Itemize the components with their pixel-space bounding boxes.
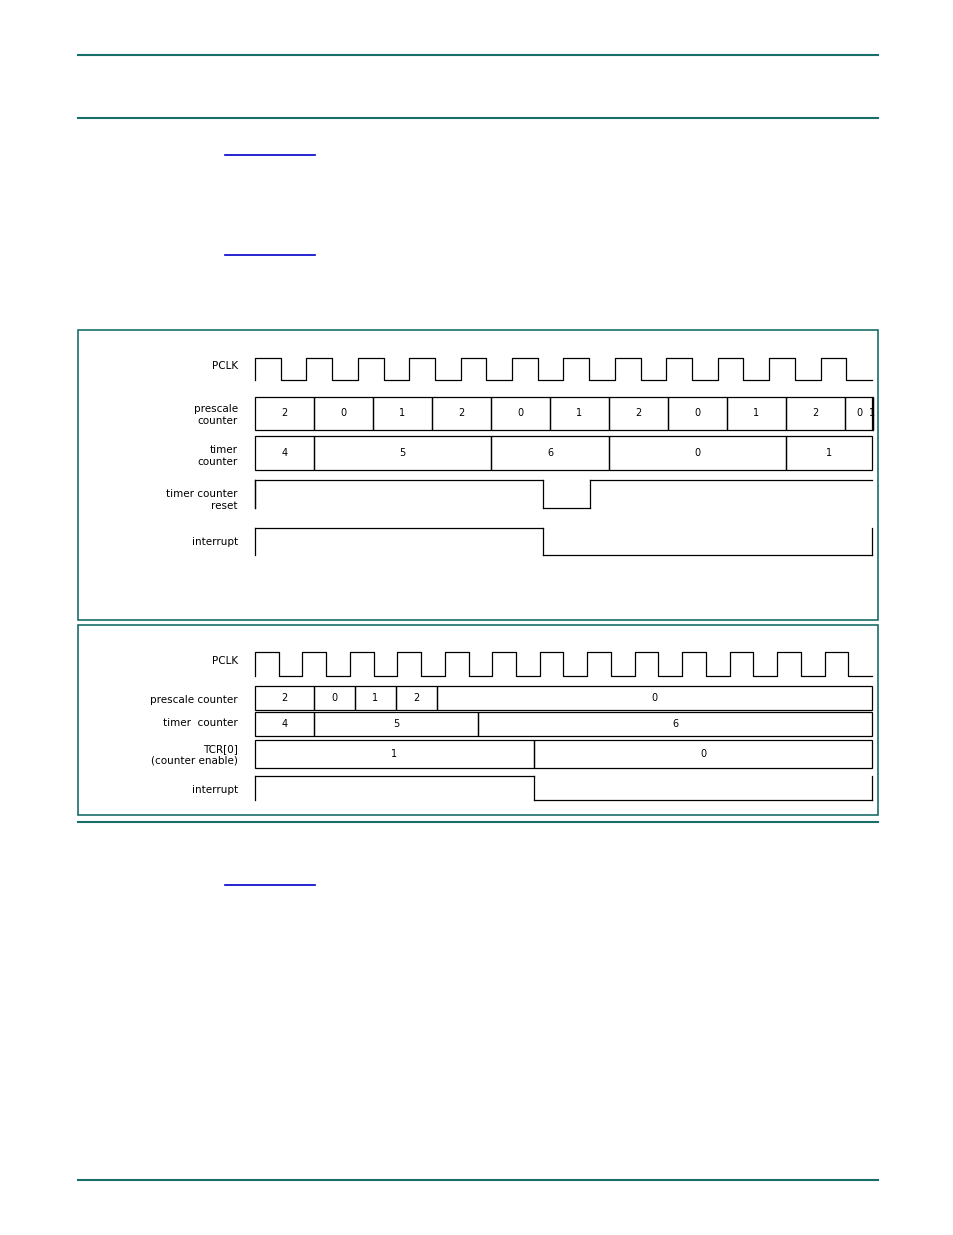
Bar bbox=[477, 713, 871, 736]
Text: 0: 0 bbox=[651, 693, 657, 703]
Text: 5: 5 bbox=[399, 448, 405, 458]
Bar bbox=[254, 685, 314, 710]
Text: PCLK: PCLK bbox=[212, 656, 237, 666]
Bar bbox=[373, 396, 432, 430]
Bar bbox=[726, 396, 785, 430]
Text: 1: 1 bbox=[391, 748, 397, 760]
Text: 2: 2 bbox=[457, 409, 464, 419]
Text: 1: 1 bbox=[868, 409, 875, 419]
Bar bbox=[550, 396, 608, 430]
Bar bbox=[314, 436, 491, 471]
Bar bbox=[785, 436, 871, 471]
Text: prescale counter: prescale counter bbox=[151, 695, 237, 705]
Bar bbox=[355, 685, 395, 710]
Bar bbox=[254, 436, 314, 471]
Bar bbox=[314, 713, 477, 736]
Text: 1: 1 bbox=[825, 448, 831, 458]
Text: 0: 0 bbox=[700, 748, 705, 760]
Bar bbox=[314, 685, 355, 710]
Bar bbox=[314, 396, 373, 430]
Text: 0: 0 bbox=[340, 409, 346, 419]
Text: 6: 6 bbox=[546, 448, 553, 458]
Text: PCLK: PCLK bbox=[212, 361, 237, 370]
Bar bbox=[534, 740, 871, 768]
Bar bbox=[844, 396, 872, 430]
Bar bbox=[254, 713, 314, 736]
Bar bbox=[432, 396, 491, 430]
Text: interrupt: interrupt bbox=[192, 785, 237, 795]
Text: timer counter
reset: timer counter reset bbox=[167, 489, 237, 511]
Text: 5: 5 bbox=[393, 719, 398, 729]
Bar bbox=[78, 625, 877, 815]
Text: 0: 0 bbox=[331, 693, 337, 703]
Text: 1: 1 bbox=[753, 409, 759, 419]
Bar bbox=[78, 330, 877, 620]
Bar bbox=[254, 740, 534, 768]
Bar bbox=[785, 396, 844, 430]
Bar bbox=[491, 396, 550, 430]
Text: 0: 0 bbox=[694, 409, 700, 419]
Text: 4: 4 bbox=[281, 719, 287, 729]
Text: prescale
counter: prescale counter bbox=[193, 404, 237, 426]
Text: TCR[0]
(counter enable): TCR[0] (counter enable) bbox=[151, 745, 237, 766]
Text: 2: 2 bbox=[413, 693, 419, 703]
Text: 0: 0 bbox=[517, 409, 523, 419]
Text: timer  counter: timer counter bbox=[163, 718, 237, 727]
Text: 2: 2 bbox=[281, 693, 287, 703]
Text: 2: 2 bbox=[281, 409, 287, 419]
Bar bbox=[608, 396, 667, 430]
Text: timer
counter: timer counter bbox=[197, 445, 237, 467]
Text: 1: 1 bbox=[399, 409, 405, 419]
Text: 4: 4 bbox=[281, 448, 287, 458]
Bar bbox=[491, 436, 608, 471]
Text: 0: 0 bbox=[855, 409, 862, 419]
Text: interrupt: interrupt bbox=[192, 537, 237, 547]
Text: 6: 6 bbox=[671, 719, 678, 729]
Text: 2: 2 bbox=[635, 409, 641, 419]
Text: 1: 1 bbox=[372, 693, 378, 703]
Bar bbox=[436, 685, 871, 710]
Text: 2: 2 bbox=[812, 409, 818, 419]
Text: 0: 0 bbox=[694, 448, 700, 458]
Bar bbox=[395, 685, 436, 710]
Bar bbox=[871, 396, 872, 430]
Bar bbox=[608, 436, 785, 471]
Bar bbox=[667, 396, 726, 430]
Text: 1: 1 bbox=[576, 409, 582, 419]
Bar bbox=[254, 396, 314, 430]
